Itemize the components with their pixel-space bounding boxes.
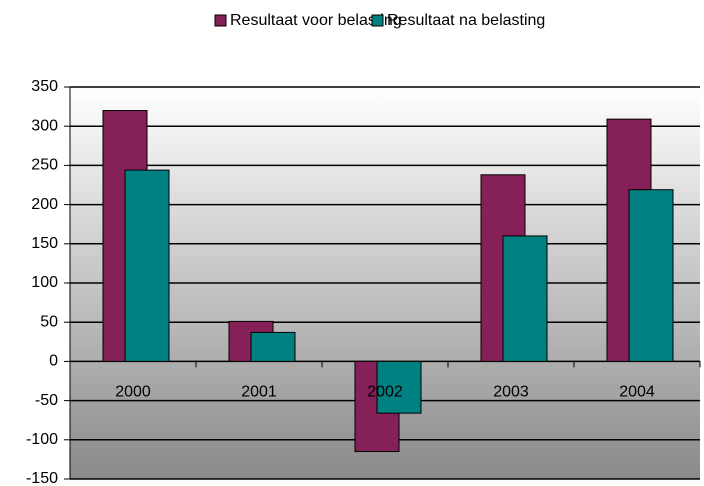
x-tick-label: 2002 xyxy=(367,384,403,401)
legend-swatch xyxy=(371,14,384,27)
y-tick-label: 100 xyxy=(31,274,58,291)
y-tick-label: 200 xyxy=(31,196,58,213)
x-tick-label: 2003 xyxy=(493,384,529,401)
y-tick-label: 150 xyxy=(31,235,58,252)
bar xyxy=(502,235,548,362)
bar xyxy=(124,169,170,362)
y-tick-label: 300 xyxy=(31,117,58,134)
y-tick-label: -50 xyxy=(35,392,58,409)
y-tick-label: -150 xyxy=(26,470,58,486)
bar xyxy=(250,331,296,362)
x-tick-label: 2001 xyxy=(241,384,277,401)
y-tick-label: -100 xyxy=(26,431,58,448)
legend-label: Resultaat na belasting xyxy=(387,12,545,29)
y-tick-label: 0 xyxy=(49,353,58,370)
y-tick-label: 50 xyxy=(40,313,58,330)
legend-label: Resultaat voor belasting xyxy=(230,12,402,29)
legend-swatch xyxy=(214,14,227,27)
x-tick-label: 2000 xyxy=(115,384,151,401)
bar xyxy=(628,189,674,362)
x-tick-label: 2004 xyxy=(619,384,655,401)
bar xyxy=(376,360,422,414)
y-tick-label: 350 xyxy=(31,78,58,95)
y-tick-label: 250 xyxy=(31,157,58,174)
